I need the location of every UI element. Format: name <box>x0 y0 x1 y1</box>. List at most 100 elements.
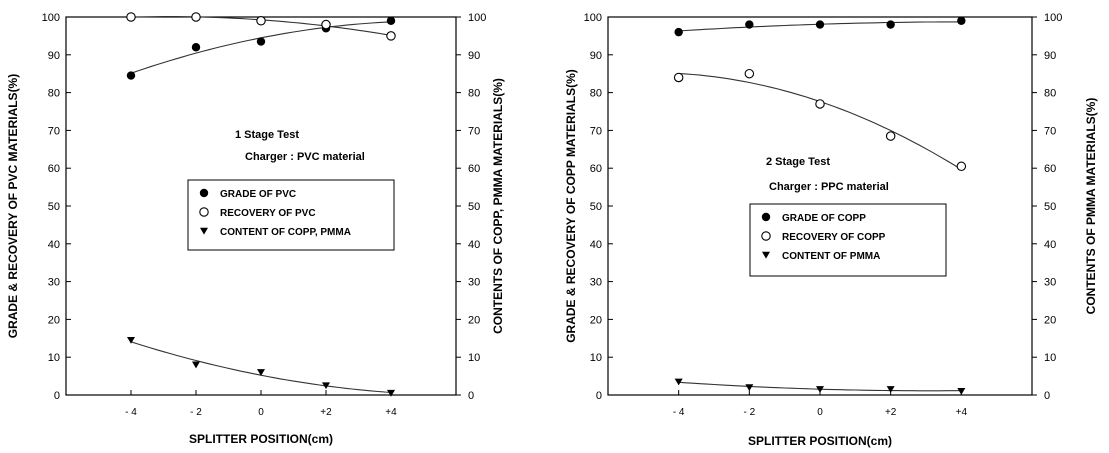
y-tick-label: 50 <box>590 201 602 213</box>
legend-marker <box>199 207 209 217</box>
y-tick-label: 50 <box>48 201 60 213</box>
data-point <box>386 31 396 41</box>
x-axis-label: SPLITTER POSITION(cm) <box>748 434 892 448</box>
y2-tick-label: 100 <box>1044 12 1062 24</box>
data-point <box>744 68 755 79</box>
y-tick-label: 80 <box>48 88 60 100</box>
data-point <box>673 72 684 83</box>
data-point <box>321 19 331 30</box>
legend-marker <box>200 227 208 235</box>
chart-2: 0 10 20 30 40 50 60 70 80 90 100 0 10 20 30 40 50 60 70 80 9… <box>564 12 1098 448</box>
y2-tick-label: 0 <box>468 390 474 402</box>
annotation: 1 Stage Test <box>235 129 299 141</box>
series-3 <box>674 378 966 395</box>
y-tick-label: 40 <box>590 239 602 251</box>
x-tick-label: - 4 <box>125 407 137 418</box>
y2-tick-label: 10 <box>1044 352 1056 364</box>
y-tick-label: 100 <box>42 12 60 24</box>
y-tick-label: 10 <box>590 352 602 364</box>
y2-tick-label: 60 <box>468 163 480 175</box>
y-axis-label: GRADE & RECOVERY OF COPP MATERIALS(%) <box>564 69 578 343</box>
y-tick-label: 40 <box>48 239 60 251</box>
y2-tick-label: 0 <box>1044 390 1050 402</box>
data-point <box>257 369 265 376</box>
y2-tick-label: 20 <box>468 314 480 326</box>
y2-tick-label: 30 <box>1044 277 1056 289</box>
chart-1: 0 10 20 30 40 50 60 70 80 90 100 0 10 20 30 40 50 60 70 80 9… <box>6 12 505 446</box>
data-point <box>674 378 683 386</box>
y-tick-label: 10 <box>48 352 60 364</box>
y-tick-label: 90 <box>48 50 60 62</box>
y2-tick-label: 30 <box>468 277 480 289</box>
y2-tick-label: 40 <box>1044 239 1056 251</box>
y-tick-label: 30 <box>48 277 60 289</box>
legend-marker <box>761 212 771 222</box>
data-point <box>885 131 896 141</box>
y2-tick-label: 40 <box>468 239 480 251</box>
y-tick-label: 0 <box>54 390 60 402</box>
annotation: Charger : PPC material <box>769 181 889 193</box>
data-point <box>126 12 136 22</box>
y2-axis-label: CONTENTS OF COPP, PMMA MATERIALS(%) <box>491 78 505 334</box>
data-point <box>191 12 201 22</box>
data-point <box>256 37 266 46</box>
y2-tick-label: 20 <box>1044 314 1056 326</box>
y2-tick-label: 90 <box>468 50 480 62</box>
data-point <box>886 386 895 393</box>
x-tick-label: - 2 <box>743 407 755 418</box>
legend: GRADE OF COPP RECOVERY OF COPP CONTENT OF … <box>749 203 947 277</box>
legend-label: CONTENT OF COPP, PMMA <box>220 227 351 238</box>
y-tick-label: 60 <box>590 163 602 175</box>
data-point <box>956 161 967 172</box>
legend-label: RECOVERY OF PVC <box>220 208 316 219</box>
data-point <box>815 20 825 29</box>
y2-axis-label: CONTENTS OF PMMA MATERIALS(%) <box>1084 98 1098 315</box>
legend-marker <box>199 188 209 198</box>
data-point <box>815 99 825 109</box>
y2-tick-label: 90 <box>1044 50 1056 62</box>
x-tick-label: +4 <box>956 407 968 418</box>
annotation: 2 Stage Test <box>766 156 830 168</box>
legend-label: RECOVERY OF COPP <box>782 232 886 243</box>
y-tick-label: 70 <box>590 125 602 137</box>
y-tick-label: 80 <box>590 88 602 100</box>
legend-box <box>749 203 947 277</box>
annotation: Charger : PVC material <box>245 151 365 163</box>
y-tick-label: 60 <box>48 163 60 175</box>
y2-tick-label: 80 <box>1044 88 1056 100</box>
y2-tick-label: 50 <box>1044 201 1056 213</box>
data-point <box>387 389 395 397</box>
y2-tick-label: 10 <box>468 352 480 364</box>
y-tick-label: 0 <box>596 390 602 402</box>
y2-tick-label: 80 <box>468 88 480 100</box>
data-point <box>256 16 266 26</box>
data-point <box>386 16 396 25</box>
y-tick-label: 20 <box>48 314 60 326</box>
y2-tick-label: 60 <box>1044 163 1056 175</box>
legend-label: CONTENT OF PMMA <box>782 251 880 262</box>
data-point <box>127 336 135 344</box>
data-point <box>322 382 330 390</box>
x-tick-label: 0 <box>817 407 823 418</box>
y-tick-label: 70 <box>48 125 60 137</box>
legend-marker <box>762 251 770 259</box>
data-point <box>191 43 201 52</box>
data-point <box>745 384 754 392</box>
series-2 <box>126 12 396 41</box>
y2-tick-label: 100 <box>468 12 486 24</box>
x-tick-label: - 2 <box>190 407 202 418</box>
y-tick-label: 100 <box>584 12 602 24</box>
legend-label: GRADE OF COPP <box>782 213 866 224</box>
data-point <box>957 388 966 395</box>
data-point <box>674 27 683 37</box>
y2-tick-label: 70 <box>1044 125 1056 137</box>
x-tick-label: +2 <box>320 407 332 418</box>
legend-label: GRADE OF PVC <box>220 189 296 200</box>
data-point <box>957 16 966 25</box>
data-point <box>816 386 824 393</box>
x-tick-label: 0 <box>258 407 264 418</box>
x-tick-label: +4 <box>385 407 397 418</box>
data-point <box>192 361 200 369</box>
series-1 <box>126 16 396 80</box>
